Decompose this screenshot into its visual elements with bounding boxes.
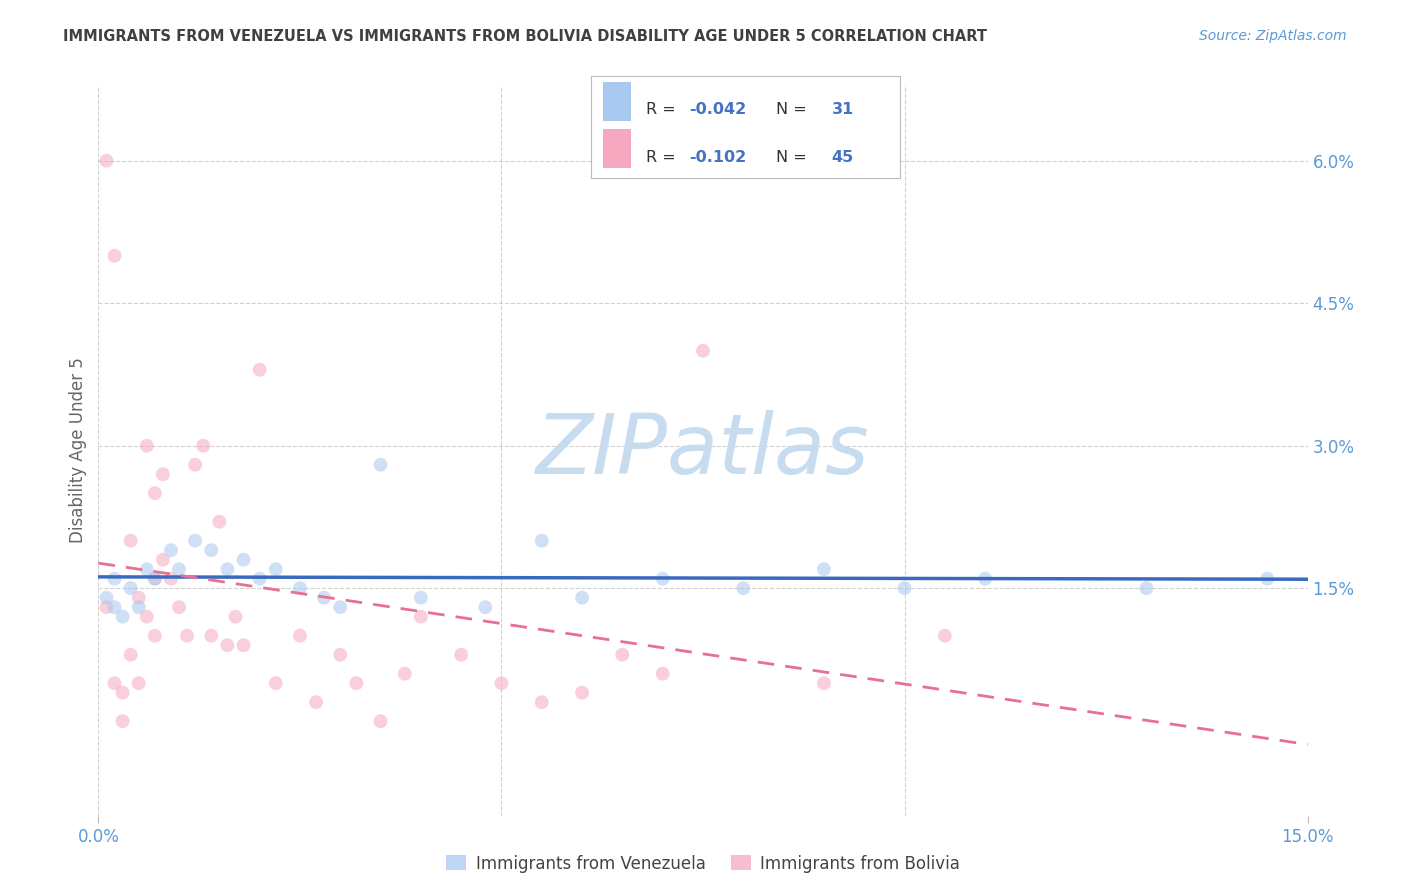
Point — [409, 609, 432, 624]
Text: R =: R = — [647, 102, 681, 117]
Point — [474, 600, 496, 615]
FancyBboxPatch shape — [603, 82, 631, 121]
Point — [160, 572, 183, 586]
Point — [934, 629, 956, 643]
Point — [1256, 572, 1278, 586]
Point — [152, 552, 174, 566]
Point — [143, 486, 166, 500]
Point — [128, 591, 150, 605]
Point — [96, 153, 118, 168]
Point — [651, 666, 673, 681]
Point — [200, 543, 222, 558]
FancyBboxPatch shape — [603, 129, 631, 168]
Point — [370, 458, 392, 472]
Text: N =: N = — [776, 150, 813, 165]
Point — [314, 591, 336, 605]
Point — [143, 572, 166, 586]
Point — [135, 609, 157, 624]
Text: 31: 31 — [832, 102, 853, 117]
Legend: Immigrants from Venezuela, Immigrants from Bolivia: Immigrants from Venezuela, Immigrants fr… — [439, 848, 967, 880]
Point — [111, 714, 134, 729]
Point — [651, 572, 673, 586]
Text: R =: R = — [647, 150, 681, 165]
Point — [103, 676, 125, 690]
Point — [128, 600, 150, 615]
Point — [103, 572, 125, 586]
Point — [612, 648, 634, 662]
Point — [193, 439, 215, 453]
Point — [571, 686, 593, 700]
Point — [184, 533, 207, 548]
Point — [160, 543, 183, 558]
Point — [103, 249, 125, 263]
Text: N =: N = — [776, 102, 813, 117]
Point — [120, 581, 142, 595]
Point — [111, 609, 134, 624]
Text: IMMIGRANTS FROM VENEZUELA VS IMMIGRANTS FROM BOLIVIA DISABILITY AGE UNDER 5 CORR: IMMIGRANTS FROM VENEZUELA VS IMMIGRANTS … — [63, 29, 987, 45]
Point — [394, 666, 416, 681]
Point — [96, 591, 118, 605]
Point — [264, 676, 287, 690]
Point — [176, 629, 198, 643]
Point — [232, 552, 254, 566]
Point — [152, 467, 174, 482]
Point — [249, 362, 271, 376]
Point — [120, 533, 142, 548]
Point — [264, 562, 287, 576]
Point — [288, 581, 311, 595]
Point — [217, 562, 239, 576]
Point — [217, 638, 239, 652]
Point — [184, 458, 207, 472]
Text: ZIPatlas: ZIPatlas — [536, 410, 870, 491]
Point — [128, 676, 150, 690]
Point — [224, 609, 246, 624]
Point — [200, 629, 222, 643]
Point — [530, 533, 553, 548]
Point — [692, 343, 714, 358]
Point — [167, 562, 190, 576]
Point — [893, 581, 915, 595]
Point — [120, 648, 142, 662]
Point — [1135, 581, 1157, 595]
Point — [491, 676, 513, 690]
Point — [249, 572, 271, 586]
Text: -0.102: -0.102 — [689, 150, 747, 165]
Point — [288, 629, 311, 643]
Point — [370, 714, 392, 729]
Point — [143, 629, 166, 643]
Point — [344, 676, 367, 690]
Point — [329, 600, 352, 615]
Point — [143, 572, 166, 586]
Point — [111, 686, 134, 700]
Point — [96, 600, 118, 615]
Point — [733, 581, 755, 595]
Point — [813, 562, 835, 576]
Text: 45: 45 — [832, 150, 853, 165]
Point — [305, 695, 328, 709]
Text: Source: ZipAtlas.com: Source: ZipAtlas.com — [1199, 29, 1347, 44]
Y-axis label: Disability Age Under 5: Disability Age Under 5 — [69, 358, 87, 543]
Point — [103, 600, 125, 615]
Text: -0.042: -0.042 — [689, 102, 747, 117]
Point — [409, 591, 432, 605]
Point — [571, 591, 593, 605]
Point — [813, 676, 835, 690]
Point — [450, 648, 472, 662]
Point — [329, 648, 352, 662]
Point — [167, 600, 190, 615]
Point — [232, 638, 254, 652]
Point — [974, 572, 997, 586]
Point — [135, 439, 157, 453]
Point — [208, 515, 231, 529]
Point — [135, 562, 157, 576]
Point — [530, 695, 553, 709]
